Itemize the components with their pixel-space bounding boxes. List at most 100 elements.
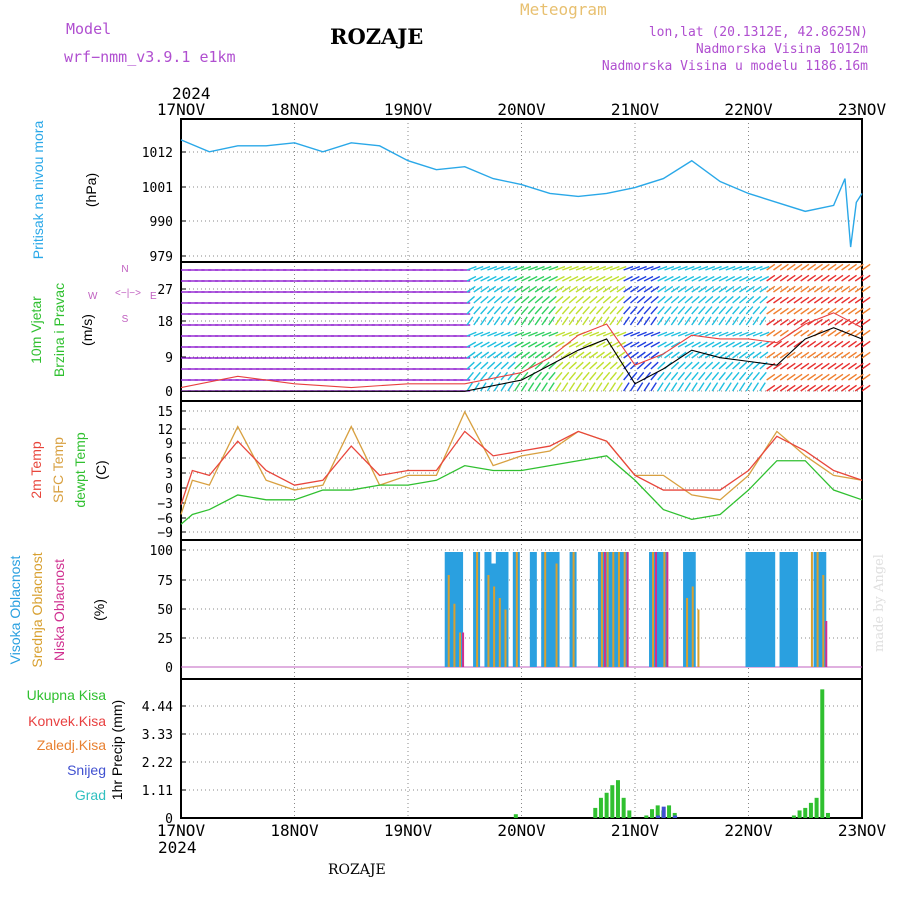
precip-bar: [644, 815, 649, 818]
wind-arrow: [793, 296, 803, 304]
wind-arrow: [609, 382, 617, 392]
wind-arrow: [555, 306, 563, 315]
wind-arrow: [698, 285, 708, 293]
wind-arrow: [527, 306, 536, 315]
wind-arrow: [616, 361, 625, 370]
wind-arrow: [630, 341, 640, 348]
wind-arrow: [854, 263, 864, 271]
wind-arrow: [548, 361, 557, 370]
wind-arrow: [779, 373, 789, 381]
wind-arrow: [493, 275, 504, 282]
wind-arrow: [534, 351, 544, 359]
date-label-top: 18NOV: [270, 100, 319, 119]
model-label: Model: [66, 20, 112, 38]
wind-arrow: [718, 306, 727, 315]
wind-arrow: [766, 318, 776, 326]
wind-arrow: [834, 373, 844, 381]
wind-arrow: [582, 382, 589, 392]
wind-arrow: [466, 382, 474, 392]
compass-e: E: [150, 291, 157, 302]
wind-arrow: [657, 341, 667, 348]
wind-arrow: [786, 263, 796, 271]
cloud-bar: [456, 552, 464, 667]
wind-arrow: [773, 318, 783, 326]
date-label-bottom: 17NOV: [157, 821, 206, 840]
wind-arrow: [813, 340, 823, 348]
wind-arrow: [487, 265, 498, 271]
t2m-line: [180, 430, 863, 505]
wind-arrow: [643, 316, 651, 326]
y-tick-label: −3: [157, 497, 173, 512]
wind-arrow: [575, 351, 585, 359]
y-tick-label: 100: [150, 544, 173, 559]
wind-arrow: [521, 295, 530, 304]
wind-arrow: [861, 329, 871, 337]
wind-arrow: [602, 351, 612, 359]
wind-arrow: [718, 285, 728, 293]
wind-arrow: [807, 384, 817, 392]
wind-arrow: [738, 306, 747, 315]
wind-arrow: [773, 307, 783, 315]
wind-arrow: [548, 265, 559, 271]
wind-arrow: [718, 265, 729, 271]
cloud-bar: [762, 552, 770, 667]
wind-arrow: [602, 275, 613, 282]
wind-arrow: [759, 306, 768, 315]
wind-arrow: [677, 331, 688, 337]
wind-arrow: [813, 373, 823, 381]
cloud-bar: [504, 609, 507, 667]
wind-arrow: [704, 361, 714, 370]
cloud-bar: [546, 552, 554, 667]
date-label-top: 20NOV: [497, 100, 546, 119]
wind-arrow: [575, 285, 585, 293]
wind-arrow: [493, 331, 504, 337]
wind-gust-line: [180, 312, 863, 389]
cloud-bar: [476, 552, 479, 667]
wind-arrow: [589, 331, 600, 337]
wind-arrow: [698, 331, 709, 337]
wind-arrow: [698, 295, 707, 304]
wind-arrow: [589, 295, 598, 304]
wind-arrow: [555, 351, 565, 359]
wind-arrow: [562, 265, 572, 271]
wind-arrow: [732, 295, 741, 304]
wind-arrow: [779, 274, 789, 282]
wind-arrow: [629, 361, 639, 370]
wind-arrow: [480, 265, 491, 271]
wind-arrow: [847, 362, 857, 370]
wind-arrow: [562, 331, 572, 337]
wind-arrow: [541, 275, 552, 282]
wind-arrow: [820, 274, 830, 282]
wind-arrow: [466, 331, 477, 337]
wind-arrow: [595, 361, 605, 370]
wind-arrow: [725, 295, 734, 304]
wind-arrow: [643, 341, 654, 348]
wind-arrow: [555, 331, 566, 337]
wind-arrow: [636, 316, 644, 326]
wind-arrow: [779, 263, 789, 271]
wind-arrow: [534, 316, 542, 326]
wind-arrow: [793, 285, 803, 293]
altitude-label: Nadmorska Visina 1012m: [695, 42, 868, 57]
cloud-bar: [666, 552, 669, 667]
cloud-bar: [529, 552, 537, 667]
y-tick-label: 3.33: [142, 728, 173, 743]
wind-arrow: [745, 341, 756, 348]
wind-arrow: [773, 384, 783, 392]
t2m-axis-name: 2m Temp: [28, 441, 44, 499]
wind-arrow: [677, 316, 685, 326]
wind-arrow: [704, 285, 715, 293]
wind-arrow: [589, 351, 599, 359]
wind-arrow: [486, 382, 494, 392]
wind-arrow: [473, 371, 481, 381]
wind-arrow: [834, 274, 844, 282]
y-tick-label: 979: [150, 250, 173, 265]
wind-arrow: [684, 361, 693, 370]
wind-arrow: [847, 296, 857, 304]
dewpoint-line: [180, 455, 863, 525]
wind-arrow: [841, 362, 851, 370]
wind-arrow: [548, 285, 558, 293]
y-tick-label: 1012: [142, 146, 173, 161]
precip-bar: [673, 815, 678, 818]
wind-arrow: [854, 362, 864, 370]
